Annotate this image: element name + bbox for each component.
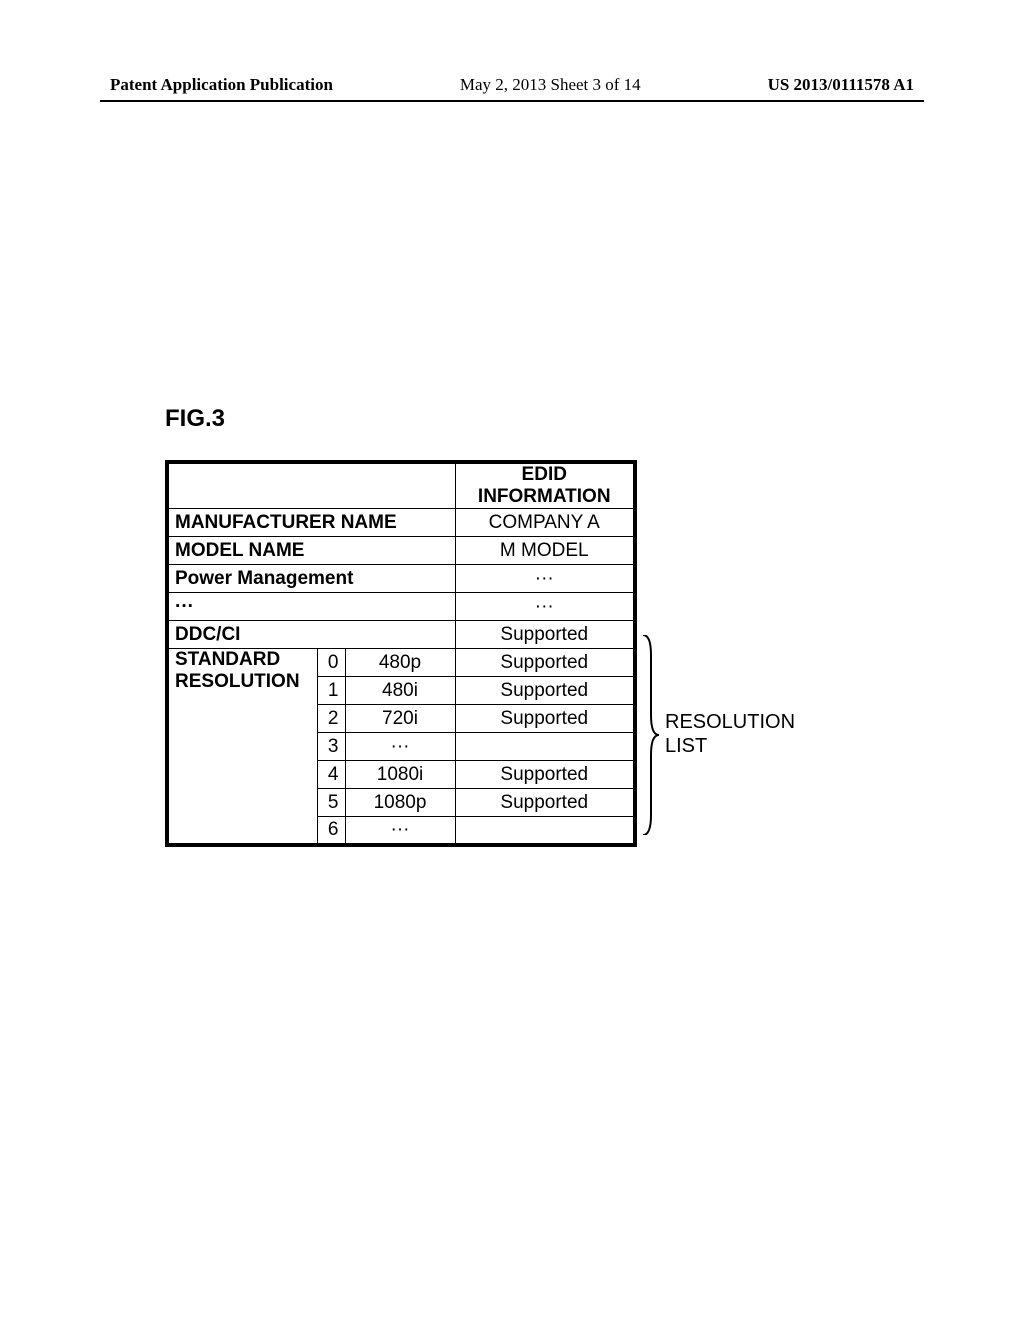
res-support: Supported xyxy=(455,705,635,733)
table-wrap: EDID INFORMATION MANUFACTURER NAME COMPA… xyxy=(165,460,795,847)
edid-header: EDID INFORMATION xyxy=(455,462,635,509)
res-index: 2 xyxy=(317,705,345,733)
row-label: MODEL NAME xyxy=(167,537,455,565)
annotation-label: RESOLUTION LIST xyxy=(665,710,795,758)
row-value: M MODEL xyxy=(455,537,635,565)
res-name: ··· xyxy=(345,733,455,761)
header-right: US 2013/0111578 A1 xyxy=(768,75,914,95)
edid-table: EDID INFORMATION MANUFACTURER NAME COMPA… xyxy=(165,460,637,847)
brace-icon xyxy=(641,635,659,835)
res-index: 6 xyxy=(317,817,345,845)
res-support xyxy=(455,733,635,761)
row-label: ··· xyxy=(167,593,455,621)
table-row: MODEL NAME M MODEL xyxy=(167,537,635,565)
res-name: 1080p xyxy=(345,789,455,817)
res-support: Supported xyxy=(455,649,635,677)
res-name: ··· xyxy=(345,817,455,845)
header-rule xyxy=(100,100,924,102)
res-index: 4 xyxy=(317,761,345,789)
res-name: 480p xyxy=(345,649,455,677)
res-index: 1 xyxy=(317,677,345,705)
row-label: MANUFACTURER NAME xyxy=(167,509,455,537)
header-left: Patent Application Publication xyxy=(110,75,333,95)
res-index: 3 xyxy=(317,733,345,761)
res-support: Supported xyxy=(455,789,635,817)
table-row: ··· ··· xyxy=(167,593,635,621)
table-row: Power Management ··· xyxy=(167,565,635,593)
row-value: Supported xyxy=(455,621,635,649)
res-index: 5 xyxy=(317,789,345,817)
page: Patent Application Publication May 2, 20… xyxy=(0,0,1024,1320)
res-name: 1080i xyxy=(345,761,455,789)
res-support: Supported xyxy=(455,677,635,705)
res-name: 720i xyxy=(345,705,455,733)
row-value: ··· xyxy=(455,593,635,621)
row-label: Power Management xyxy=(167,565,455,593)
resolution-group-label: STANDARD RESOLUTION xyxy=(167,649,317,845)
res-support: Supported xyxy=(455,761,635,789)
res-index: 0 xyxy=(317,649,345,677)
table-row: STANDARD RESOLUTION 0 480p Supported xyxy=(167,649,635,677)
header-mid: May 2, 2013 Sheet 3 of 14 xyxy=(460,75,641,95)
row-value: COMPANY A xyxy=(455,509,635,537)
row-value: ··· xyxy=(455,565,635,593)
row-label: DDC/CI xyxy=(167,621,455,649)
table-row: EDID INFORMATION xyxy=(167,462,635,509)
table-row: DDC/CI Supported xyxy=(167,621,635,649)
figure-label: FIG.3 xyxy=(165,405,225,433)
table-row: MANUFACTURER NAME COMPANY A xyxy=(167,509,635,537)
page-header: Patent Application Publication May 2, 20… xyxy=(110,75,914,95)
res-name: 480i xyxy=(345,677,455,705)
res-support xyxy=(455,817,635,845)
